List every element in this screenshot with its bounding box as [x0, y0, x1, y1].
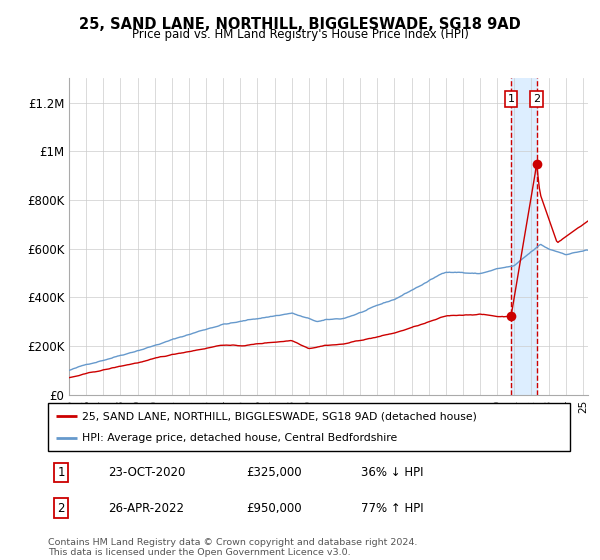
Text: 2: 2: [533, 94, 540, 104]
Text: 2: 2: [58, 502, 65, 515]
Text: HPI: Average price, detached house, Central Bedfordshire: HPI: Average price, detached house, Cent…: [82, 433, 397, 443]
Text: Contains HM Land Registry data © Crown copyright and database right 2024.
This d: Contains HM Land Registry data © Crown c…: [48, 538, 418, 557]
Text: 1: 1: [508, 94, 514, 104]
Text: 77% ↑ HPI: 77% ↑ HPI: [361, 502, 424, 515]
Text: 23-OCT-2020: 23-OCT-2020: [108, 466, 185, 479]
Bar: [511, 78, 536, 395]
Text: Price paid vs. HM Land Registry's House Price Index (HPI): Price paid vs. HM Land Registry's House …: [131, 28, 469, 41]
Text: 1: 1: [58, 466, 65, 479]
Text: £950,000: £950,000: [247, 502, 302, 515]
Text: 25, SAND LANE, NORTHILL, BIGGLESWADE, SG18 9AD: 25, SAND LANE, NORTHILL, BIGGLESWADE, SG…: [79, 17, 521, 32]
Text: £325,000: £325,000: [247, 466, 302, 479]
Text: 25, SAND LANE, NORTHILL, BIGGLESWADE, SG18 9AD (detached house): 25, SAND LANE, NORTHILL, BIGGLESWADE, SG…: [82, 411, 477, 421]
Text: 26-APR-2022: 26-APR-2022: [108, 502, 184, 515]
Text: 36% ↓ HPI: 36% ↓ HPI: [361, 466, 424, 479]
